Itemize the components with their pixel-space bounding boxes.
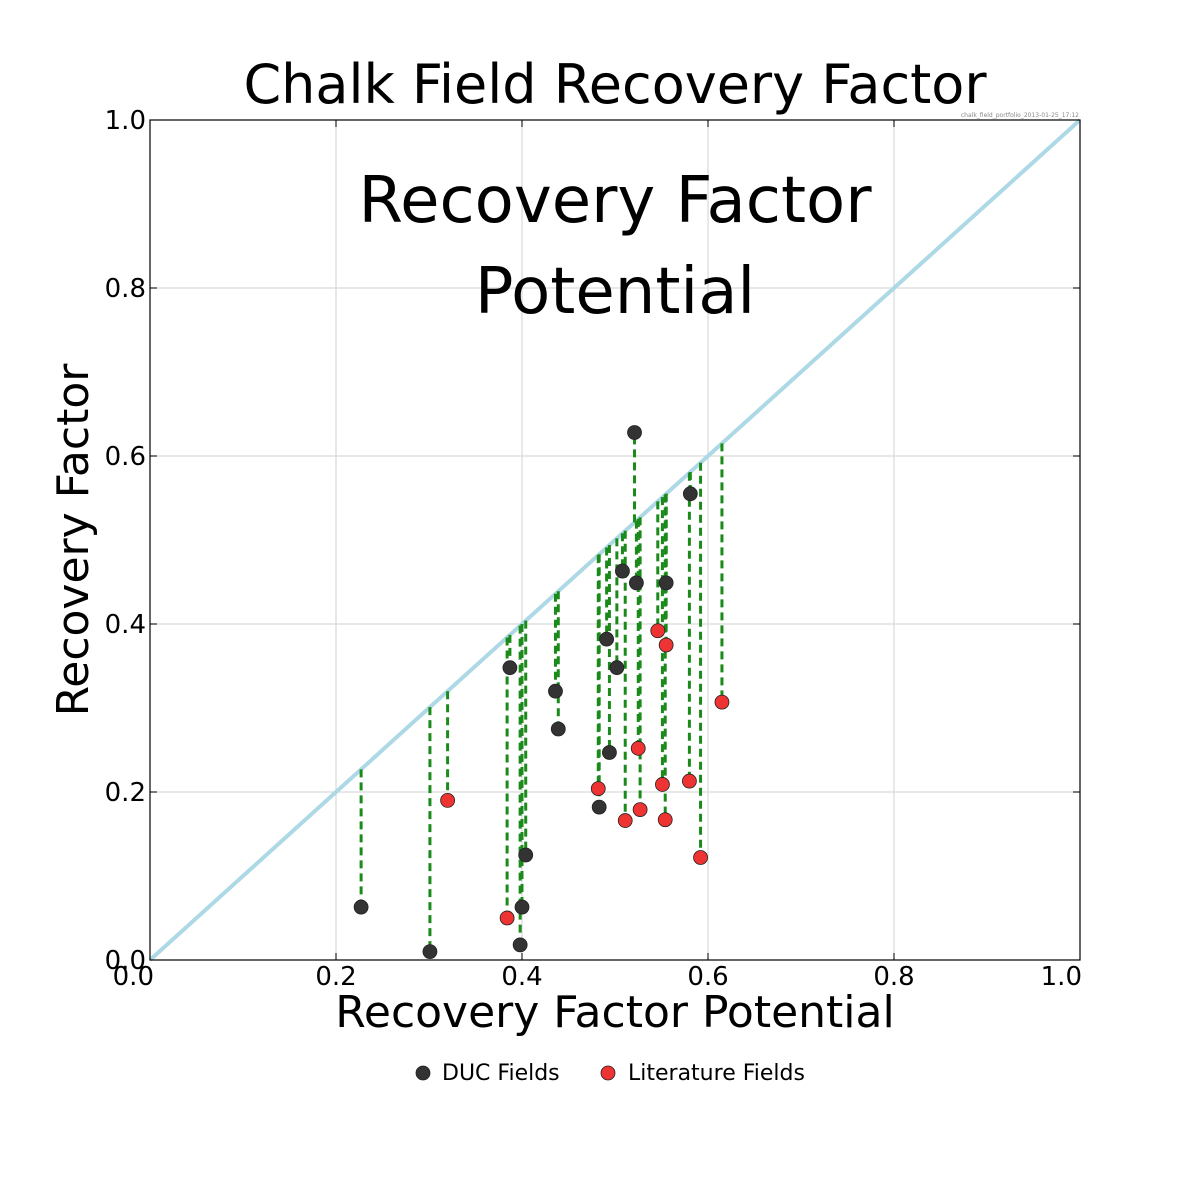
plot-area-frame bbox=[149, 119, 1081, 961]
drop-lines bbox=[359, 432, 724, 952]
data-points bbox=[353, 425, 730, 959]
duc-field-point bbox=[628, 575, 644, 591]
x-axis-label: Recovery Factor Potential bbox=[335, 987, 894, 1038]
duc-field-point bbox=[353, 899, 369, 915]
legend-label-literature: Literature Fields bbox=[628, 1061, 805, 1086]
literature-field-point bbox=[440, 793, 456, 808]
annotation-line-2: Potential bbox=[475, 255, 755, 329]
reference-line-layer bbox=[148, 118, 1082, 962]
duc-field-point bbox=[502, 660, 518, 676]
reference-line bbox=[148, 118, 1082, 962]
duc-field-point bbox=[609, 660, 625, 676]
duc-field-point bbox=[514, 899, 530, 915]
x-tick-label: 0.8 bbox=[873, 962, 914, 992]
y-tick-label: 0.6 bbox=[105, 442, 146, 472]
literature-field-point bbox=[693, 850, 708, 865]
legend-label-duc: DUC Fields bbox=[442, 1061, 560, 1086]
annotation-line-1: Recovery Factor bbox=[359, 164, 873, 238]
literature-field-point bbox=[617, 813, 633, 828]
y-axis-label: Recovery Factor bbox=[48, 363, 99, 717]
duc-field-point bbox=[548, 683, 563, 699]
axis-ticks: 0.0 0.2 0.4 0.6 0.8 1.0 0.0 0.2 0.4 0.6 0.8 1.0 bbox=[105, 106, 1082, 992]
duc-field-point bbox=[422, 944, 438, 959]
literature-field-point bbox=[714, 694, 730, 710]
literature-field-point bbox=[499, 910, 515, 926]
duc-field-point bbox=[658, 575, 674, 591]
literature-field-point bbox=[650, 623, 666, 639]
duc-field-point bbox=[627, 425, 642, 440]
duc-field-point bbox=[602, 745, 617, 760]
y-tick-label: 1.0 bbox=[105, 106, 146, 136]
y-tick-label: 0.4 bbox=[105, 610, 146, 640]
y-tick-label: 0.8 bbox=[105, 274, 146, 304]
literature-field-point bbox=[590, 781, 606, 797]
y-tick-label: 0.2 bbox=[105, 778, 146, 808]
x-tick-label: 0.2 bbox=[315, 962, 356, 992]
duc-field-point bbox=[615, 563, 630, 579]
x-tick-label: 0.0 bbox=[113, 962, 154, 992]
duc-field-point bbox=[512, 937, 528, 953]
literature-field-point bbox=[630, 740, 646, 756]
literature-field-point bbox=[657, 812, 673, 828]
x-tick-label: 1.0 bbox=[1041, 962, 1082, 992]
literature-field-point bbox=[632, 802, 648, 818]
x-tick-label: 0.6 bbox=[687, 962, 728, 992]
grid-lines bbox=[150, 120, 1080, 960]
legend-marker-literature bbox=[600, 1065, 616, 1081]
literature-field-point bbox=[682, 773, 697, 789]
chart-title: Chalk Field Recovery Factor bbox=[243, 53, 987, 116]
timestamp-stamp: chalk_field_portfolio_2013-01-25_17:12 bbox=[961, 112, 1079, 119]
legend: DUC Fields Literature Fields bbox=[415, 1061, 805, 1086]
x-tick-label: 0.4 bbox=[501, 962, 542, 992]
literature-field-point bbox=[655, 777, 670, 792]
duc-field-point bbox=[599, 631, 615, 647]
literature-field-point bbox=[658, 637, 674, 653]
y-tick-label: 0.0 bbox=[105, 946, 146, 976]
duc-field-point bbox=[518, 847, 534, 863]
duc-field-point bbox=[550, 721, 566, 737]
duc-field-point bbox=[682, 486, 698, 502]
legend-marker-duc bbox=[415, 1065, 431, 1081]
duc-field-point bbox=[591, 799, 607, 815]
